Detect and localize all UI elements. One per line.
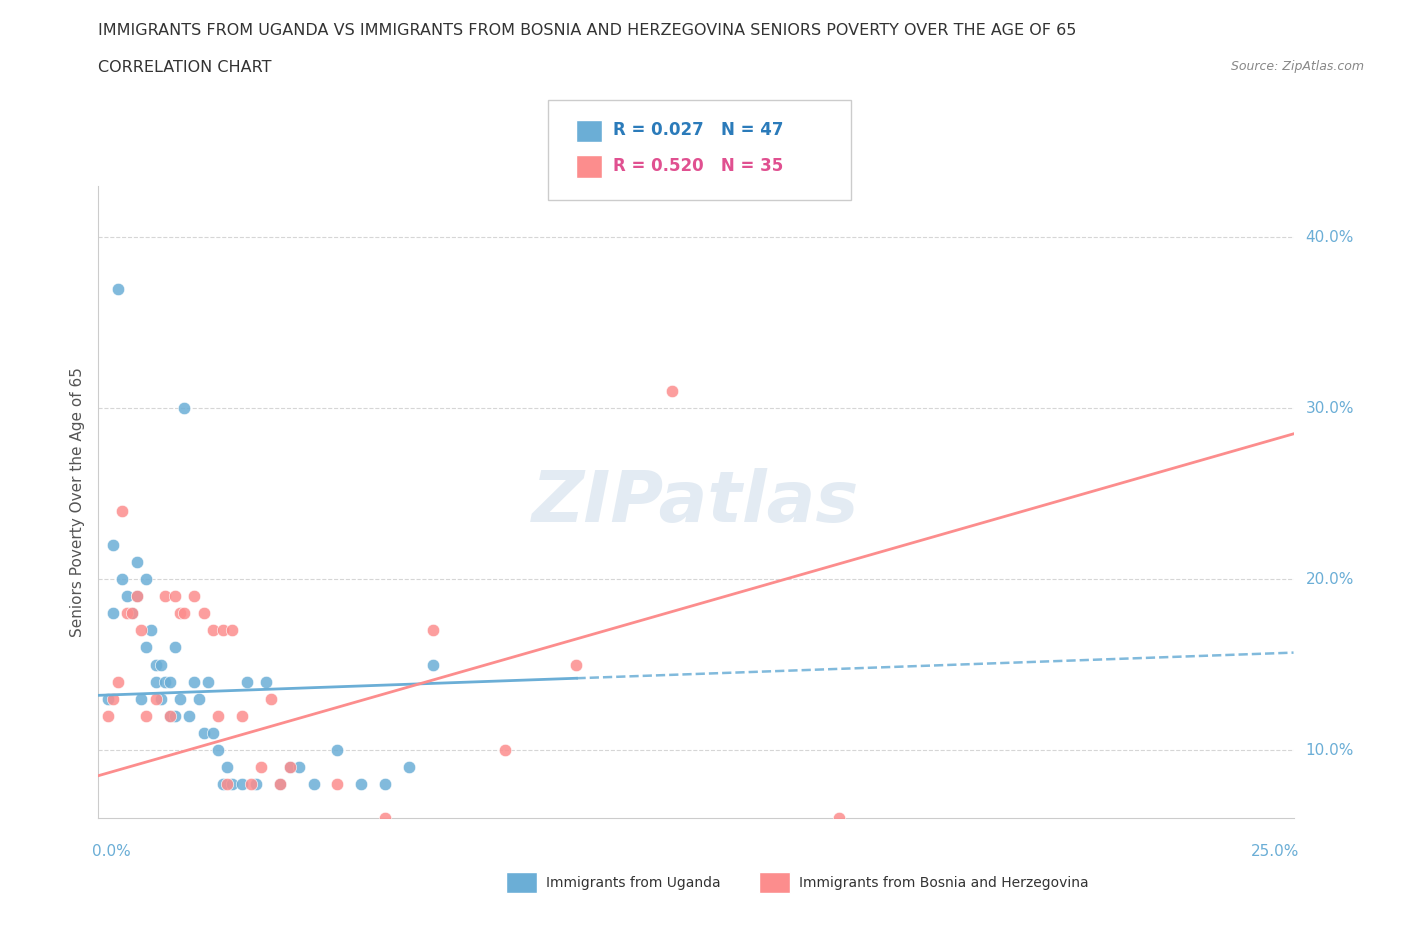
Text: 25.0%: 25.0% — [1251, 844, 1299, 858]
Point — [135, 572, 157, 587]
Point — [159, 674, 181, 689]
Point — [235, 674, 257, 689]
Point — [111, 503, 134, 518]
Point — [149, 658, 172, 672]
Point — [221, 623, 243, 638]
Point — [302, 777, 325, 791]
Point — [254, 674, 277, 689]
Point — [422, 623, 444, 638]
Point — [183, 589, 205, 604]
Point — [231, 777, 253, 791]
Text: ZIPatlas: ZIPatlas — [533, 468, 859, 537]
Y-axis label: Seniors Poverty Over the Age of 65: Seniors Poverty Over the Age of 65 — [69, 367, 84, 637]
Point — [326, 777, 349, 791]
Point — [101, 538, 124, 552]
Point — [288, 760, 311, 775]
Point — [374, 811, 396, 826]
Point — [107, 674, 129, 689]
Text: Immigrants from Uganda: Immigrants from Uganda — [546, 875, 720, 890]
Point — [217, 760, 239, 775]
Point — [115, 605, 138, 620]
Point — [183, 674, 205, 689]
Point — [97, 691, 120, 706]
Point — [828, 811, 851, 826]
Point — [269, 777, 291, 791]
Point — [125, 589, 148, 604]
Point — [159, 709, 181, 724]
Text: Source: ZipAtlas.com: Source: ZipAtlas.com — [1230, 60, 1364, 73]
Point — [278, 760, 301, 775]
Point — [163, 640, 186, 655]
Point — [155, 674, 177, 689]
Point — [269, 777, 291, 791]
Point — [245, 777, 267, 791]
Point — [422, 658, 444, 672]
Point — [231, 709, 253, 724]
Point — [163, 709, 186, 724]
Point — [494, 742, 516, 757]
Point — [173, 605, 195, 620]
Point — [374, 777, 396, 791]
Point — [350, 777, 373, 791]
Point — [278, 760, 301, 775]
Point — [121, 605, 143, 620]
Text: 30.0%: 30.0% — [1305, 401, 1354, 416]
Point — [149, 691, 172, 706]
Point — [145, 658, 167, 672]
Point — [125, 554, 148, 569]
Point — [211, 777, 233, 791]
Text: 20.0%: 20.0% — [1305, 572, 1354, 587]
Point — [135, 640, 157, 655]
Point — [211, 623, 233, 638]
Point — [107, 281, 129, 296]
Text: 40.0%: 40.0% — [1305, 230, 1354, 245]
Point — [221, 777, 243, 791]
Point — [115, 589, 138, 604]
Point — [155, 589, 177, 604]
Point — [139, 623, 162, 638]
Point — [193, 725, 215, 740]
Point — [565, 658, 588, 672]
Point — [159, 709, 181, 724]
Text: R = 0.027   N = 47: R = 0.027 N = 47 — [613, 121, 783, 140]
Point — [259, 691, 281, 706]
Text: R = 0.520   N = 35: R = 0.520 N = 35 — [613, 156, 783, 175]
Point — [131, 623, 153, 638]
Point — [193, 605, 215, 620]
Point — [202, 725, 225, 740]
Point — [101, 691, 124, 706]
Point — [187, 691, 209, 706]
Point — [326, 742, 349, 757]
Point — [197, 674, 219, 689]
Text: Immigrants from Bosnia and Herzegovina: Immigrants from Bosnia and Herzegovina — [799, 875, 1088, 890]
Point — [145, 691, 167, 706]
Point — [111, 572, 134, 587]
Point — [207, 709, 229, 724]
Point — [173, 401, 195, 416]
Point — [163, 589, 186, 604]
Point — [169, 605, 191, 620]
Point — [217, 777, 239, 791]
Point — [125, 589, 148, 604]
Point — [398, 760, 420, 775]
Point — [202, 623, 225, 638]
Text: 0.0%: 0.0% — [93, 844, 131, 858]
Point — [240, 777, 263, 791]
Point — [250, 760, 273, 775]
Point — [131, 691, 153, 706]
Point — [97, 709, 120, 724]
Text: IMMIGRANTS FROM UGANDA VS IMMIGRANTS FROM BOSNIA AND HERZEGOVINA SENIORS POVERTY: IMMIGRANTS FROM UGANDA VS IMMIGRANTS FRO… — [98, 23, 1077, 38]
Text: 10.0%: 10.0% — [1305, 742, 1354, 758]
Point — [101, 605, 124, 620]
Point — [145, 674, 167, 689]
Point — [207, 742, 229, 757]
Text: CORRELATION CHART: CORRELATION CHART — [98, 60, 271, 75]
Point — [121, 605, 143, 620]
Point — [179, 709, 201, 724]
Point — [661, 384, 683, 399]
Point — [135, 709, 157, 724]
Point — [169, 691, 191, 706]
